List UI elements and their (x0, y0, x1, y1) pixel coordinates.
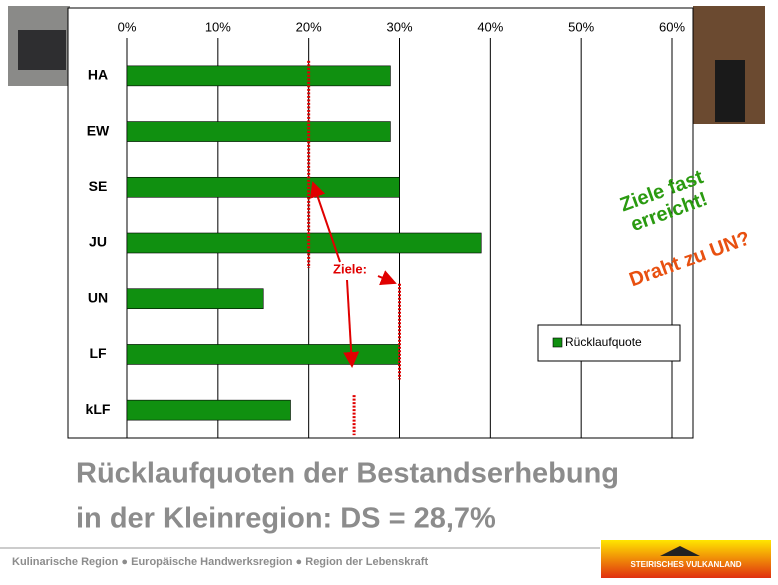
bar (126, 344, 400, 365)
slide-title: in der Kleinregion: DS = 28,7% (76, 503, 496, 535)
bar (126, 399, 291, 421)
bar (126, 121, 391, 142)
y-tick-label: LF (89, 345, 107, 361)
goal-label: Ziele: (333, 261, 367, 276)
bar (126, 232, 482, 254)
x-tick-label: 10% (205, 19, 231, 34)
x-tick-label: 40% (477, 19, 503, 34)
logo-icon (660, 546, 700, 556)
legend-swatch (552, 337, 563, 348)
logo (601, 540, 771, 578)
legend-label: Rücklaufquote (565, 335, 642, 349)
y-tick-label: HA (88, 67, 108, 83)
x-tick-label: 60% (659, 19, 685, 34)
legend: Rücklaufquote (537, 324, 681, 362)
x-tick-label: 50% (568, 19, 594, 34)
y-tick-label: JU (89, 234, 107, 250)
bar (126, 65, 391, 87)
y-tick-label: EW (87, 122, 110, 138)
photo-right-detail (715, 60, 745, 122)
goal-arrow (377, 270, 397, 286)
y-tick-label: kLF (86, 401, 111, 417)
photo-left-detail (18, 30, 66, 70)
goal-arrow (343, 279, 360, 368)
slide-title: Rücklaufquoten der Bestandserhebung (76, 458, 619, 490)
x-tick-label: 30% (386, 19, 412, 34)
y-tick-label: SE (89, 178, 108, 194)
footer: Kulinarische Region ● Europäische Handwe… (12, 556, 428, 568)
x-tick-label: 0% (118, 19, 137, 34)
bar (126, 288, 264, 310)
x-tick-label: 20% (296, 19, 322, 34)
y-tick-label: UN (88, 289, 108, 305)
goal-arrow (309, 181, 341, 263)
logo-text: STEIRISCHES VULKANLAND (630, 560, 741, 569)
bar (126, 176, 400, 198)
